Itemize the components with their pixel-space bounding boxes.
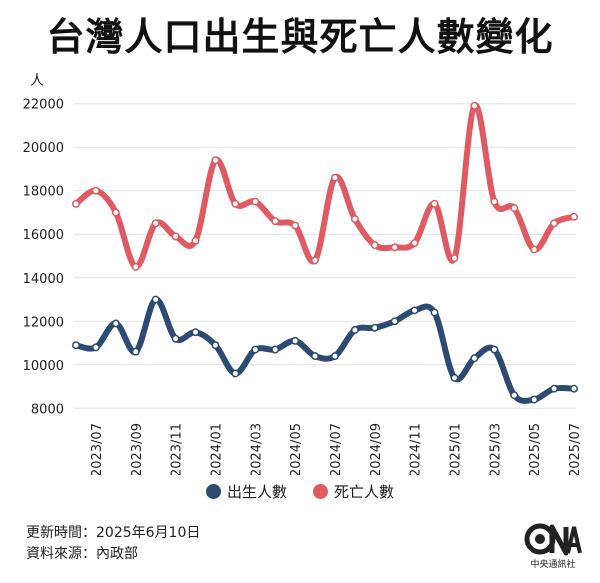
y-tick-label-10000: 10000 [23, 359, 64, 374]
data-point-1-2024-05 [291, 221, 300, 230]
data-point-1-2025-07 [570, 212, 578, 221]
y-tick-label-18000: 18000 [23, 185, 64, 200]
data-point-0-2024-01 [211, 341, 220, 350]
data-point-1-2023-07 [91, 186, 100, 195]
data-point-1-2025-01 [450, 254, 459, 263]
data-point-0-2025-07 [570, 384, 578, 393]
data-point-1-2023-09 [131, 262, 140, 271]
data-point-1-2023-08 [111, 208, 120, 217]
data-point-1-2024-11 [410, 238, 419, 247]
data-point-0-2025-04 [510, 391, 519, 400]
data-point-0-2025-02 [470, 354, 479, 363]
cna-logo-mark-icon [524, 523, 582, 556]
data-point-0-2024-04 [271, 345, 280, 354]
data-point-0-2025-03 [490, 345, 499, 354]
line-chart: 800010000120001400016000180002000022000 … [23, 98, 583, 475]
y-tick-label-16000: 16000 [23, 228, 64, 243]
x-tick-label-2024-11: 2024/11 [409, 423, 424, 475]
legend-label-births: 出生人數 [226, 483, 287, 501]
data-point-1-2025-06 [550, 219, 559, 228]
data-point-0-2024-08 [350, 326, 359, 334]
data-point-0-2024-06 [311, 352, 319, 361]
cna-logo: 中央通訊社 [524, 523, 582, 570]
legend: 出生人數 死亡人數 [0, 481, 600, 502]
data-point-1-2025-05 [530, 245, 539, 254]
legend-item-births[interactable]: 出生人數 [205, 481, 287, 502]
data-point-1-2023-10 [151, 219, 160, 228]
cna-logo-text: 中央通訊社 [530, 560, 576, 570]
x-tick-label-2024-07: 2024/07 [329, 423, 344, 475]
x-tick-label-2024-09: 2024/09 [369, 423, 384, 475]
legend-marker-deaths [313, 484, 328, 499]
y-tick-label-22000: 22000 [23, 98, 64, 113]
data-point-0-2025-06 [550, 384, 559, 393]
data-point-0-2023-08 [111, 319, 120, 328]
x-tick-label-2024-01: 2024/01 [209, 423, 224, 475]
series-line-1 [73, 102, 577, 270]
x-tick-label-2023-09: 2023/09 [130, 423, 145, 475]
x-tick-label-2025-07: 2025/07 [568, 423, 583, 475]
data-point-0-2023-09 [131, 347, 140, 356]
data-point-0-2024-12 [430, 308, 439, 317]
data-point-1-2024-04 [271, 217, 280, 226]
data-point-1-2024-02 [231, 199, 240, 208]
footer-notes: 更新時間：2025年6月10日 資料來源：內政部 [26, 523, 200, 565]
data-point-1-2025-02 [470, 101, 479, 110]
data-point-0-2023-10 [151, 295, 160, 304]
data-point-0-2023-11 [171, 334, 180, 343]
y-axis-unit-label: 人 [30, 73, 44, 89]
legend-label-deaths: 死亡人數 [334, 483, 395, 501]
y-axis-ticks: 8000 10000 12000 14000 16000 18000 20000 22000 [23, 98, 64, 418]
data-point-1-2024-07 [331, 173, 339, 182]
data-point-1-2024-09 [370, 241, 379, 250]
legend-marker-births [205, 484, 221, 499]
data-point-1-2025-03 [490, 197, 499, 206]
y-tick-label-14000: 14000 [23, 272, 64, 287]
data-points [72, 101, 578, 404]
x-axis-ticks: 2023/07 2023/09 2023/11 2024/01 2024/03 2024/… [90, 423, 583, 475]
update-time-text: 更新時間：2025年6月10日 [26, 525, 201, 541]
data-point-1-2024-10 [390, 243, 399, 252]
y-tick-label-20000: 20000 [23, 141, 64, 156]
data-point-1-2023-06 [72, 199, 80, 208]
x-tick-label-2023-07: 2023/07 [90, 423, 105, 475]
data-source-text: 資料來源：內政部 [26, 546, 138, 562]
data-point-1-2023-12 [191, 236, 200, 245]
data-point-1-2024-08 [350, 215, 359, 223]
data-point-0-2025-05 [530, 395, 539, 404]
series-lines [73, 102, 577, 404]
x-tick-label-2025-03: 2025/03 [488, 423, 503, 475]
data-point-0-2024-10 [390, 317, 399, 326]
data-point-0-2024-05 [291, 336, 300, 345]
data-point-0-2024-09 [370, 323, 379, 332]
chart-title: 台灣人口出生與死亡人數變化 [46, 15, 554, 59]
data-point-1-2024-06 [311, 256, 319, 265]
data-point-0-2024-02 [231, 369, 240, 378]
y-tick-label-8000: 8000 [31, 402, 64, 417]
data-point-1-2024-12 [430, 199, 439, 208]
data-point-0-2023-07 [91, 343, 100, 352]
data-point-1-2024-01 [211, 156, 220, 165]
series-line-0 [73, 296, 577, 404]
x-tick-label-2025-01: 2025/01 [448, 423, 463, 475]
x-tick-label-2024-05: 2024/05 [289, 423, 304, 475]
data-point-0-2025-01 [450, 373, 459, 382]
data-point-0-2024-03 [251, 345, 260, 354]
y-tick-label-12000: 12000 [23, 315, 64, 330]
data-point-1-2025-04 [510, 204, 519, 213]
data-point-0-2023-12 [191, 328, 200, 337]
data-point-1-2023-11 [171, 232, 180, 241]
x-tick-label-2024-03: 2024/03 [249, 423, 264, 475]
data-point-0-2024-07 [331, 352, 339, 361]
x-tick-label-2025-05: 2025/05 [528, 423, 543, 475]
data-point-1-2024-03 [251, 197, 260, 206]
legend-item-deaths[interactable]: 死亡人數 [313, 481, 394, 502]
x-tick-label-2023-11: 2023/11 [170, 423, 185, 475]
data-point-0-2023-06 [72, 341, 80, 350]
data-point-0-2024-11 [410, 306, 419, 315]
